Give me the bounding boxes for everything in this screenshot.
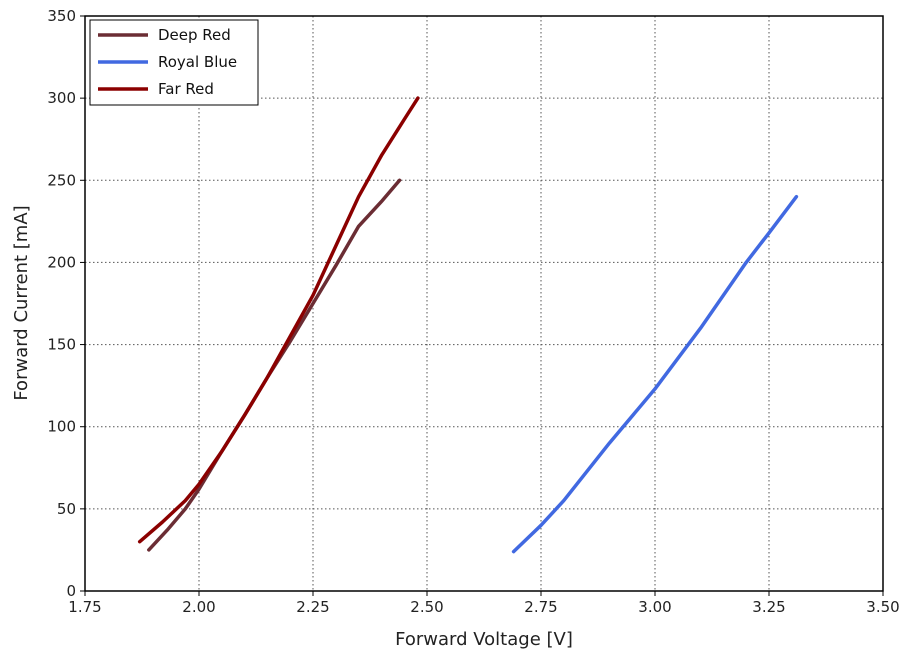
series-line-far-red xyxy=(137,96,420,544)
legend: Deep Red Royal Blue Far Red xyxy=(89,19,259,106)
y-axis-title: Forward Current [mA] xyxy=(11,205,32,400)
x-axis-title: Forward Voltage [V] xyxy=(395,629,573,650)
y-tick-label: 350 xyxy=(47,7,76,25)
series-line-royal-blue xyxy=(511,194,799,554)
series-lines xyxy=(137,96,799,554)
legend-label-deep-red: Deep Red xyxy=(158,26,231,44)
x-tick-label: 3.25 xyxy=(752,598,785,616)
x-axis-ticks: 1.75 2.00 2.25 2.50 2.75 3.00 3.25 3.50 xyxy=(68,591,900,616)
x-tick-label: 2.50 xyxy=(410,598,443,616)
x-tick-label: 2.00 xyxy=(182,598,215,616)
y-tick-label: 300 xyxy=(47,89,76,107)
y-tick-label: 200 xyxy=(47,253,76,271)
y-tick-label: 250 xyxy=(47,171,76,189)
x-tick-label: 3.00 xyxy=(638,598,671,616)
x-tick-label: 1.75 xyxy=(68,598,101,616)
y-tick-label: 150 xyxy=(47,336,76,354)
y-tick-label: 100 xyxy=(47,418,76,436)
legend-label-far-red: Far Red xyxy=(158,80,214,98)
plot-frame xyxy=(84,15,884,592)
y-tick-label: 0 xyxy=(66,582,76,600)
legend-label-royal-blue: Royal Blue xyxy=(158,53,237,71)
x-tick-label: 2.25 xyxy=(296,598,329,616)
y-tick-label: 50 xyxy=(57,500,76,518)
x-tick-label: 3.50 xyxy=(866,598,899,616)
x-tick-label: 2.75 xyxy=(524,598,557,616)
y-axis-ticks: 0 50 100 150 200 250 300 350 xyxy=(47,7,85,600)
